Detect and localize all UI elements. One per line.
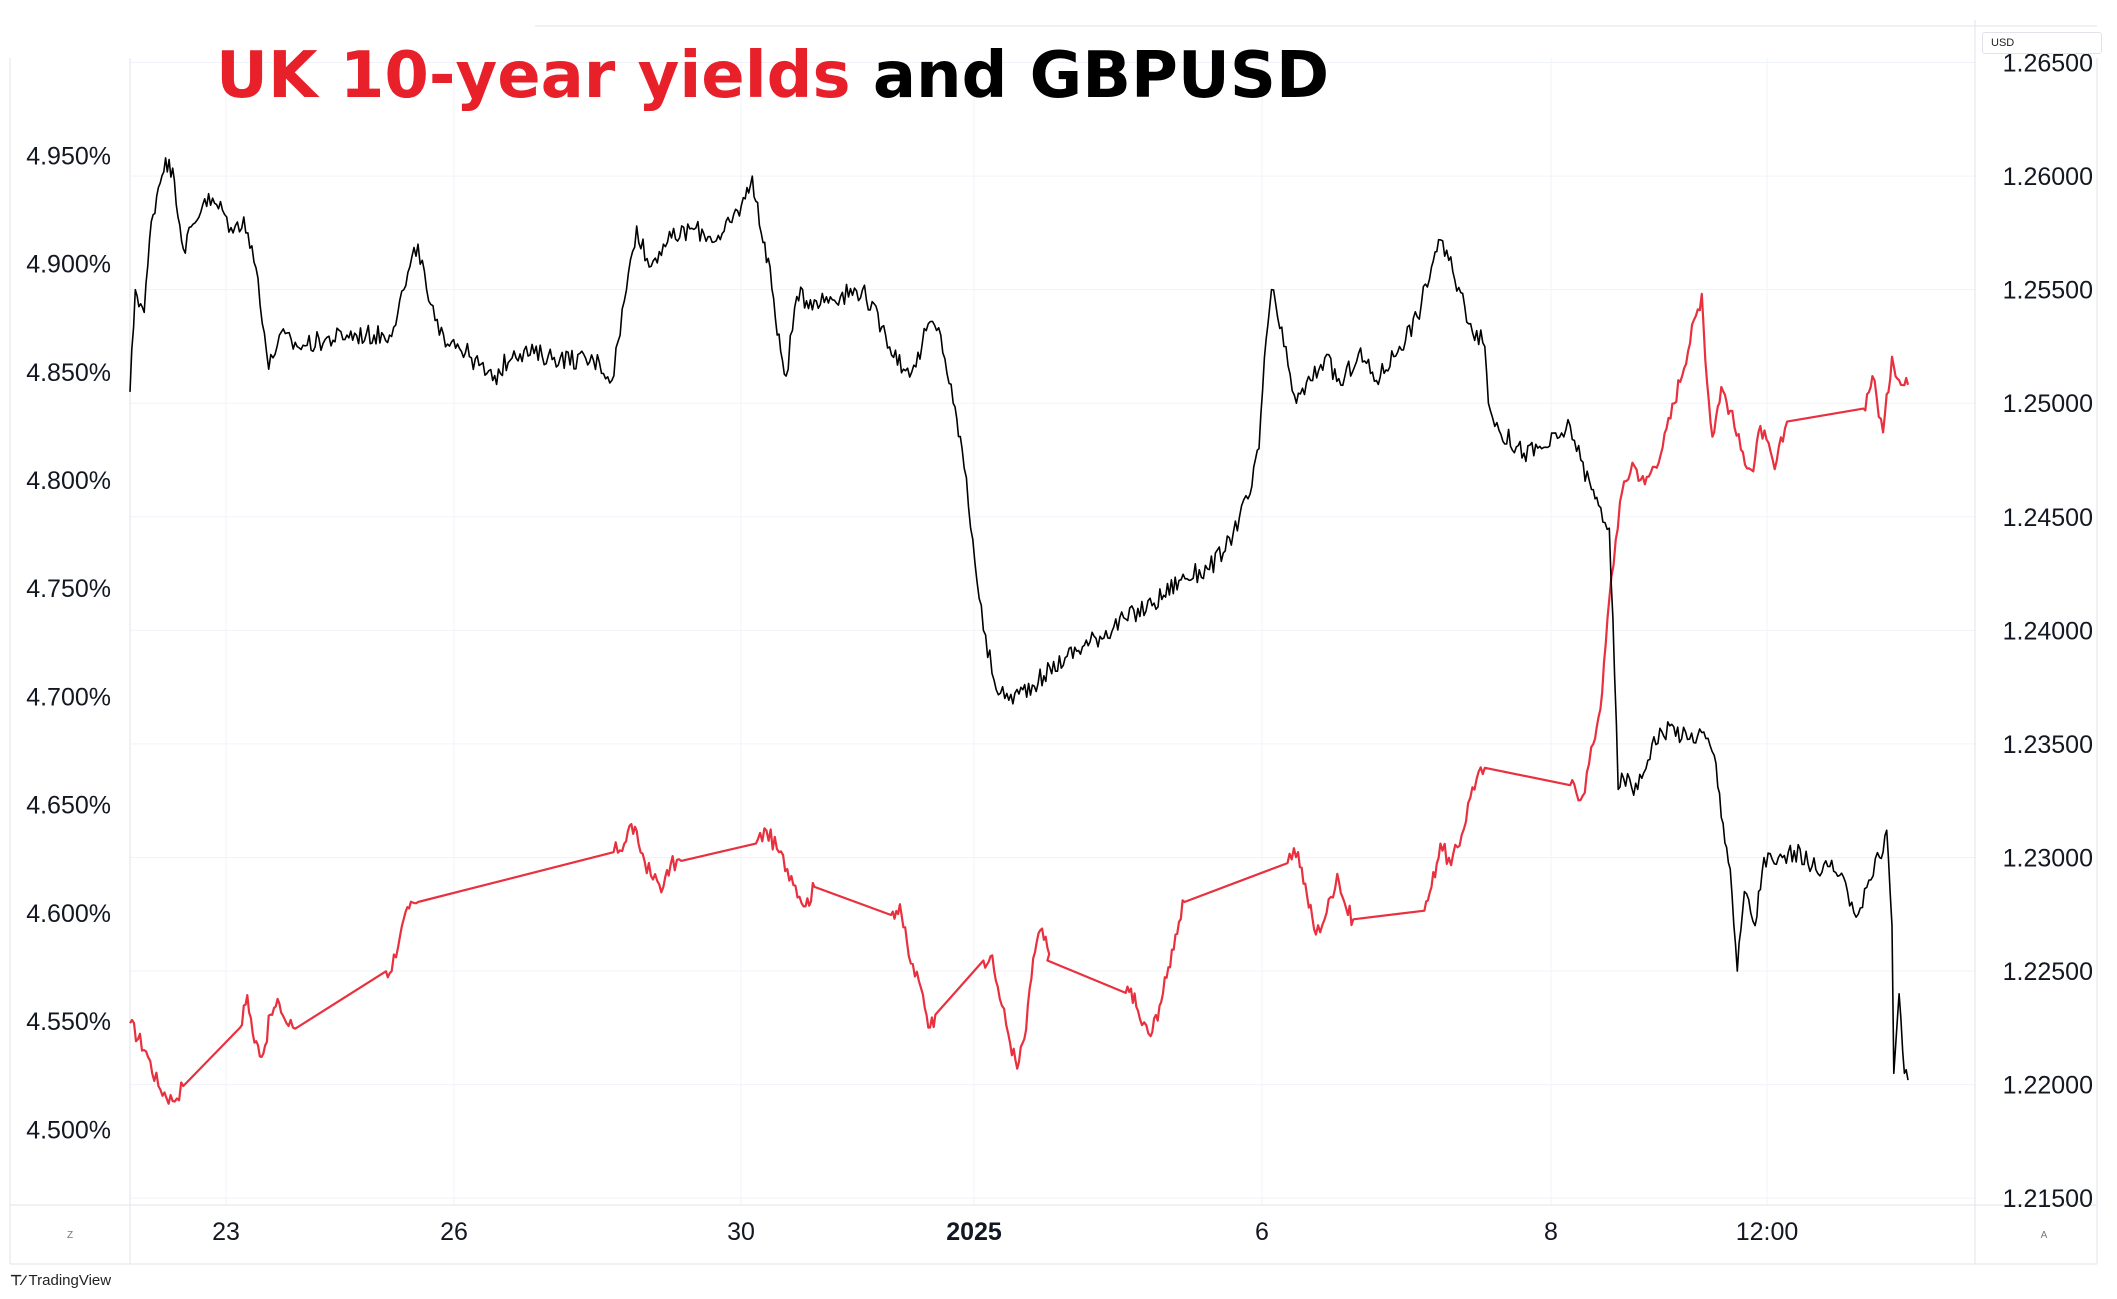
chart-title-part2: and GBPUSD xyxy=(872,39,1330,113)
right-axis-tick-label: 1.22000 xyxy=(2003,1072,2093,1100)
right-axis-tick-label: 1.25000 xyxy=(2003,390,2093,418)
right-axis-tick-label: 1.22500 xyxy=(2003,958,2093,986)
left-axis-tick-label: 4.850% xyxy=(26,359,111,387)
right-axis-tick-label: 1.21500 xyxy=(2003,1185,2093,1213)
x-axis: 23 26 30 2025 6 8 12:00 xyxy=(212,1218,1798,1246)
left-axis-tick-label: 4.800% xyxy=(26,467,111,495)
left-axis-tick-label: 4.550% xyxy=(26,1008,111,1036)
currency-unit-badge[interactable]: USD xyxy=(1982,32,2102,54)
right-axis-tick-label: 1.26000 xyxy=(2003,163,2093,191)
right-axis-tick-label: 1.25500 xyxy=(2003,277,2093,305)
right-axis: 1.26500 1.26000 1.25500 1.25000 1.24500 1.240… xyxy=(2003,50,2093,1214)
left-axis-tick-label: 4.900% xyxy=(26,251,111,279)
left-axis-tick-label: 4.650% xyxy=(26,792,111,820)
timezone-button[interactable]: Z xyxy=(66,1230,74,1241)
tradingview-brand[interactable]: ⊤⁄ TradingView xyxy=(10,1272,111,1289)
x-axis-tick-label: 23 xyxy=(212,1218,240,1246)
left-axis-tick-label: 4.950% xyxy=(26,142,111,170)
chart-frame xyxy=(9,20,2098,1265)
tradingview-brand-label: TradingView xyxy=(28,1272,112,1289)
right-axis-tick-label: 1.24500 xyxy=(2003,504,2093,532)
right-axis-tick-label: 1.23000 xyxy=(2003,844,2093,872)
tradingview-logo-icon: ⊤⁄ xyxy=(10,1272,25,1288)
right-axis-tick-label: 1.26500 xyxy=(2003,50,2093,78)
left-axis-tick-label: 4.750% xyxy=(26,575,111,603)
series-layer xyxy=(129,157,1910,1105)
x-axis-tick-label: 30 xyxy=(727,1218,755,1246)
chart-grid xyxy=(130,58,1975,1205)
x-axis-tick-label: 6 xyxy=(1255,1218,1269,1246)
right-axis-tick-label: 1.24000 xyxy=(2003,617,2093,645)
left-axis-tick-label: 4.500% xyxy=(26,1116,111,1144)
x-axis-tick-label: 8 xyxy=(1544,1218,1558,1246)
gbpusd-series-line xyxy=(129,157,1909,1081)
chart-title-part1: UK 10-year yields xyxy=(216,39,851,113)
x-axis-tick-label: 12:00 xyxy=(1736,1218,1799,1246)
x-axis-tick-label: 26 xyxy=(440,1218,468,1246)
right-axis-tick-label: 1.23500 xyxy=(2003,731,2093,759)
x-axis-tick-label: 2025 xyxy=(946,1218,1002,1246)
left-axis: 4.950% 4.900% 4.850% 4.800% 4.750% 4.700% 4.65… xyxy=(26,142,111,1144)
chart-title: UK 10-year yields and GBPUSD xyxy=(216,44,1329,108)
uk-10y-yield-series-line xyxy=(129,292,1910,1105)
left-axis-tick-label: 4.700% xyxy=(26,683,111,711)
auto-scale-button[interactable]: A xyxy=(2040,1230,2048,1241)
left-axis-tick-label: 4.600% xyxy=(26,900,111,928)
